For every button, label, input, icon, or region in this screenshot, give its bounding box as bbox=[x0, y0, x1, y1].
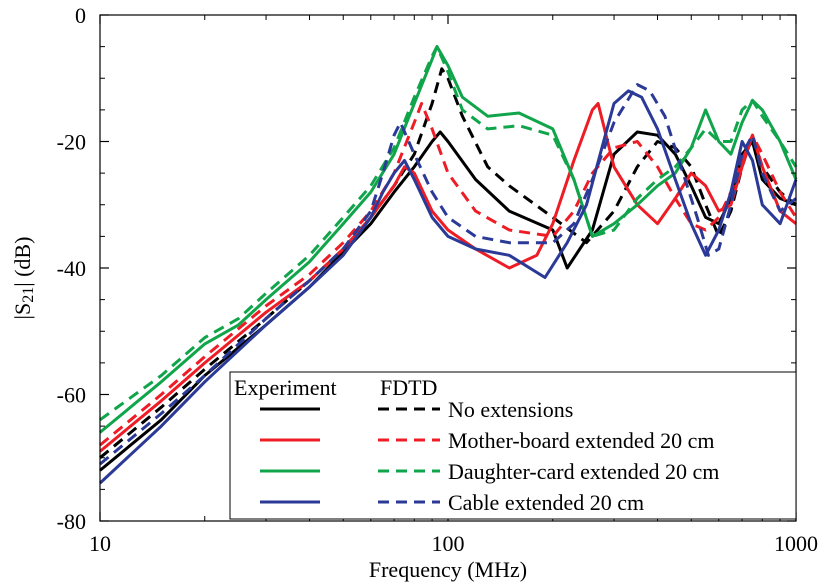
legend-box bbox=[229, 371, 797, 520]
y-axis-title-subscript: 21 bbox=[20, 287, 37, 303]
legend-header-experiment: Experiment bbox=[234, 375, 337, 400]
y-tick-label: -80 bbox=[57, 509, 86, 534]
y-tick-label: -60 bbox=[57, 383, 86, 408]
y-axis-title-part-2: | (dB) bbox=[10, 237, 35, 287]
y-axis-title-part-1: |S bbox=[10, 303, 35, 320]
series-line-5 bbox=[99, 45, 798, 434]
y-tick-label: -40 bbox=[57, 256, 86, 281]
y-tick-label: 0 bbox=[75, 3, 86, 28]
legend: Experiment FDTD No extensions Mother-boar… bbox=[229, 371, 797, 520]
series-line-6 bbox=[99, 45, 798, 422]
y-tick-label: -20 bbox=[57, 130, 86, 155]
y-axis-title: |S21| (dB) bbox=[10, 237, 37, 320]
x-tick-label: 1000 bbox=[774, 531, 818, 556]
legend-rows: No extensions Mother-board extended 20 cm… bbox=[260, 397, 719, 515]
x-tick-label: 10 bbox=[89, 531, 111, 556]
series-layer bbox=[98, 45, 798, 485]
legend-header-fdtd: FDTD bbox=[380, 375, 437, 400]
x-tick-label: 100 bbox=[432, 531, 465, 556]
legend-entry-label: No extensions bbox=[448, 397, 573, 422]
legend-entry-label: Cable extended 20 cm bbox=[448, 490, 644, 515]
series-line-7 bbox=[98, 89, 798, 485]
x-axis-title: Frequency (MHz) bbox=[369, 557, 527, 582]
series-line-8 bbox=[99, 83, 797, 466]
legend-entry-label: Mother-board extended 20 cm bbox=[448, 428, 715, 453]
legend-entry-label: Daughter-card extended 20 cm bbox=[448, 459, 719, 484]
